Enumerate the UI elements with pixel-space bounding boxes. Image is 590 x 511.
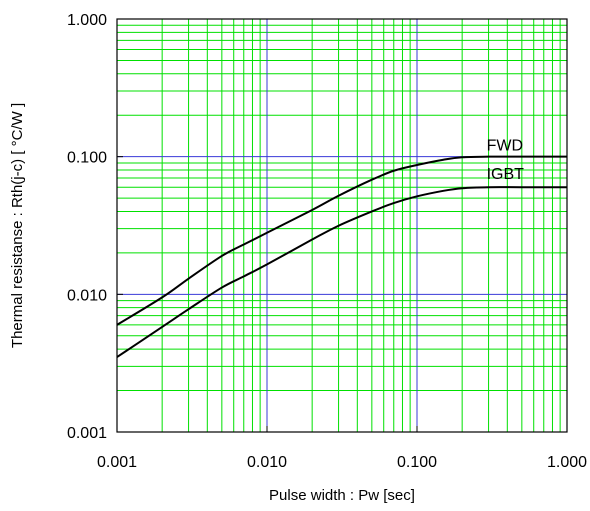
x-tick-label: 0.010 <box>247 454 287 471</box>
x-axis-title: Pulse width : Pw [sec] <box>269 487 415 504</box>
y-tick-labels: 0.001 0.010 0.100 1.000 <box>67 12 107 442</box>
x-tick-label: 1.000 <box>547 454 587 471</box>
x-tick-label: 0.001 <box>97 454 137 471</box>
x-tick-labels: 0.001 0.010 0.100 1.000 <box>97 454 587 471</box>
y-tick-label: 0.100 <box>67 150 107 167</box>
y-tick-label: 0.001 <box>67 425 107 442</box>
series: FWD IGBT <box>116 138 567 358</box>
y-tick-label: 1.000 <box>67 12 107 29</box>
y-tick-label: 0.010 <box>67 287 107 304</box>
tick-marks <box>116 18 568 433</box>
x-tick-label: 0.100 <box>397 454 437 471</box>
grid <box>116 18 568 433</box>
series-label-fwd: FWD <box>487 138 523 155</box>
series-line-fwd <box>116 155 567 326</box>
y-axis-title: Thermal resistanse : Rth(j-c) [ °C/W ] <box>9 103 26 348</box>
series-label-igbt: IGBT <box>487 166 525 183</box>
plot-frame <box>116 18 568 433</box>
series-line-igbt <box>116 186 567 358</box>
